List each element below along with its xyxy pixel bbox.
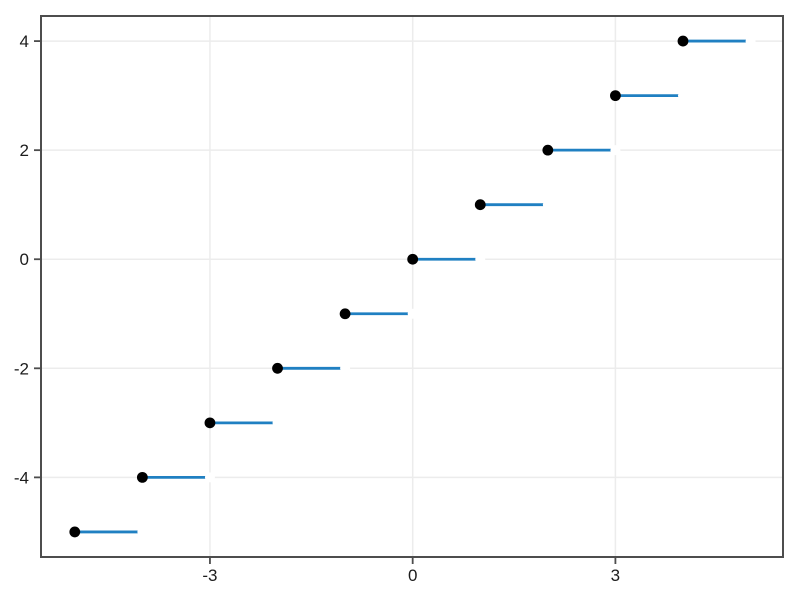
open-endpoint-marker (677, 90, 688, 101)
data-point-marker (339, 308, 351, 320)
open-endpoint-marker (272, 417, 283, 428)
open-endpoint-marker (542, 199, 553, 210)
data-point-marker (677, 35, 689, 47)
x-tick-label: 3 (611, 566, 620, 585)
open-endpoint-marker (204, 472, 215, 483)
data-point-marker (69, 526, 81, 538)
open-endpoint-marker (745, 36, 756, 47)
data-point-marker (542, 144, 554, 156)
y-tick-label: 2 (20, 141, 29, 160)
open-endpoint-marker (340, 363, 351, 374)
open-endpoint-marker (137, 526, 148, 537)
data-point-marker (204, 417, 216, 429)
y-tick-label: 4 (20, 32, 29, 51)
x-tick-label: -3 (202, 566, 217, 585)
y-tick-label: 0 (20, 250, 29, 269)
data-point-marker (474, 199, 486, 211)
y-tick-label: -4 (14, 468, 29, 487)
data-point-marker (610, 90, 621, 102)
open-endpoint-marker (407, 308, 418, 319)
data-point-marker (407, 253, 419, 265)
x-tick-label: 0 (408, 566, 417, 585)
data-point-marker (136, 471, 148, 483)
open-endpoint-marker (475, 254, 486, 265)
y-tick-label: -2 (14, 359, 29, 378)
data-point-marker (272, 362, 283, 374)
axis-frame (40, 15, 784, 558)
open-endpoint-marker (610, 145, 621, 156)
